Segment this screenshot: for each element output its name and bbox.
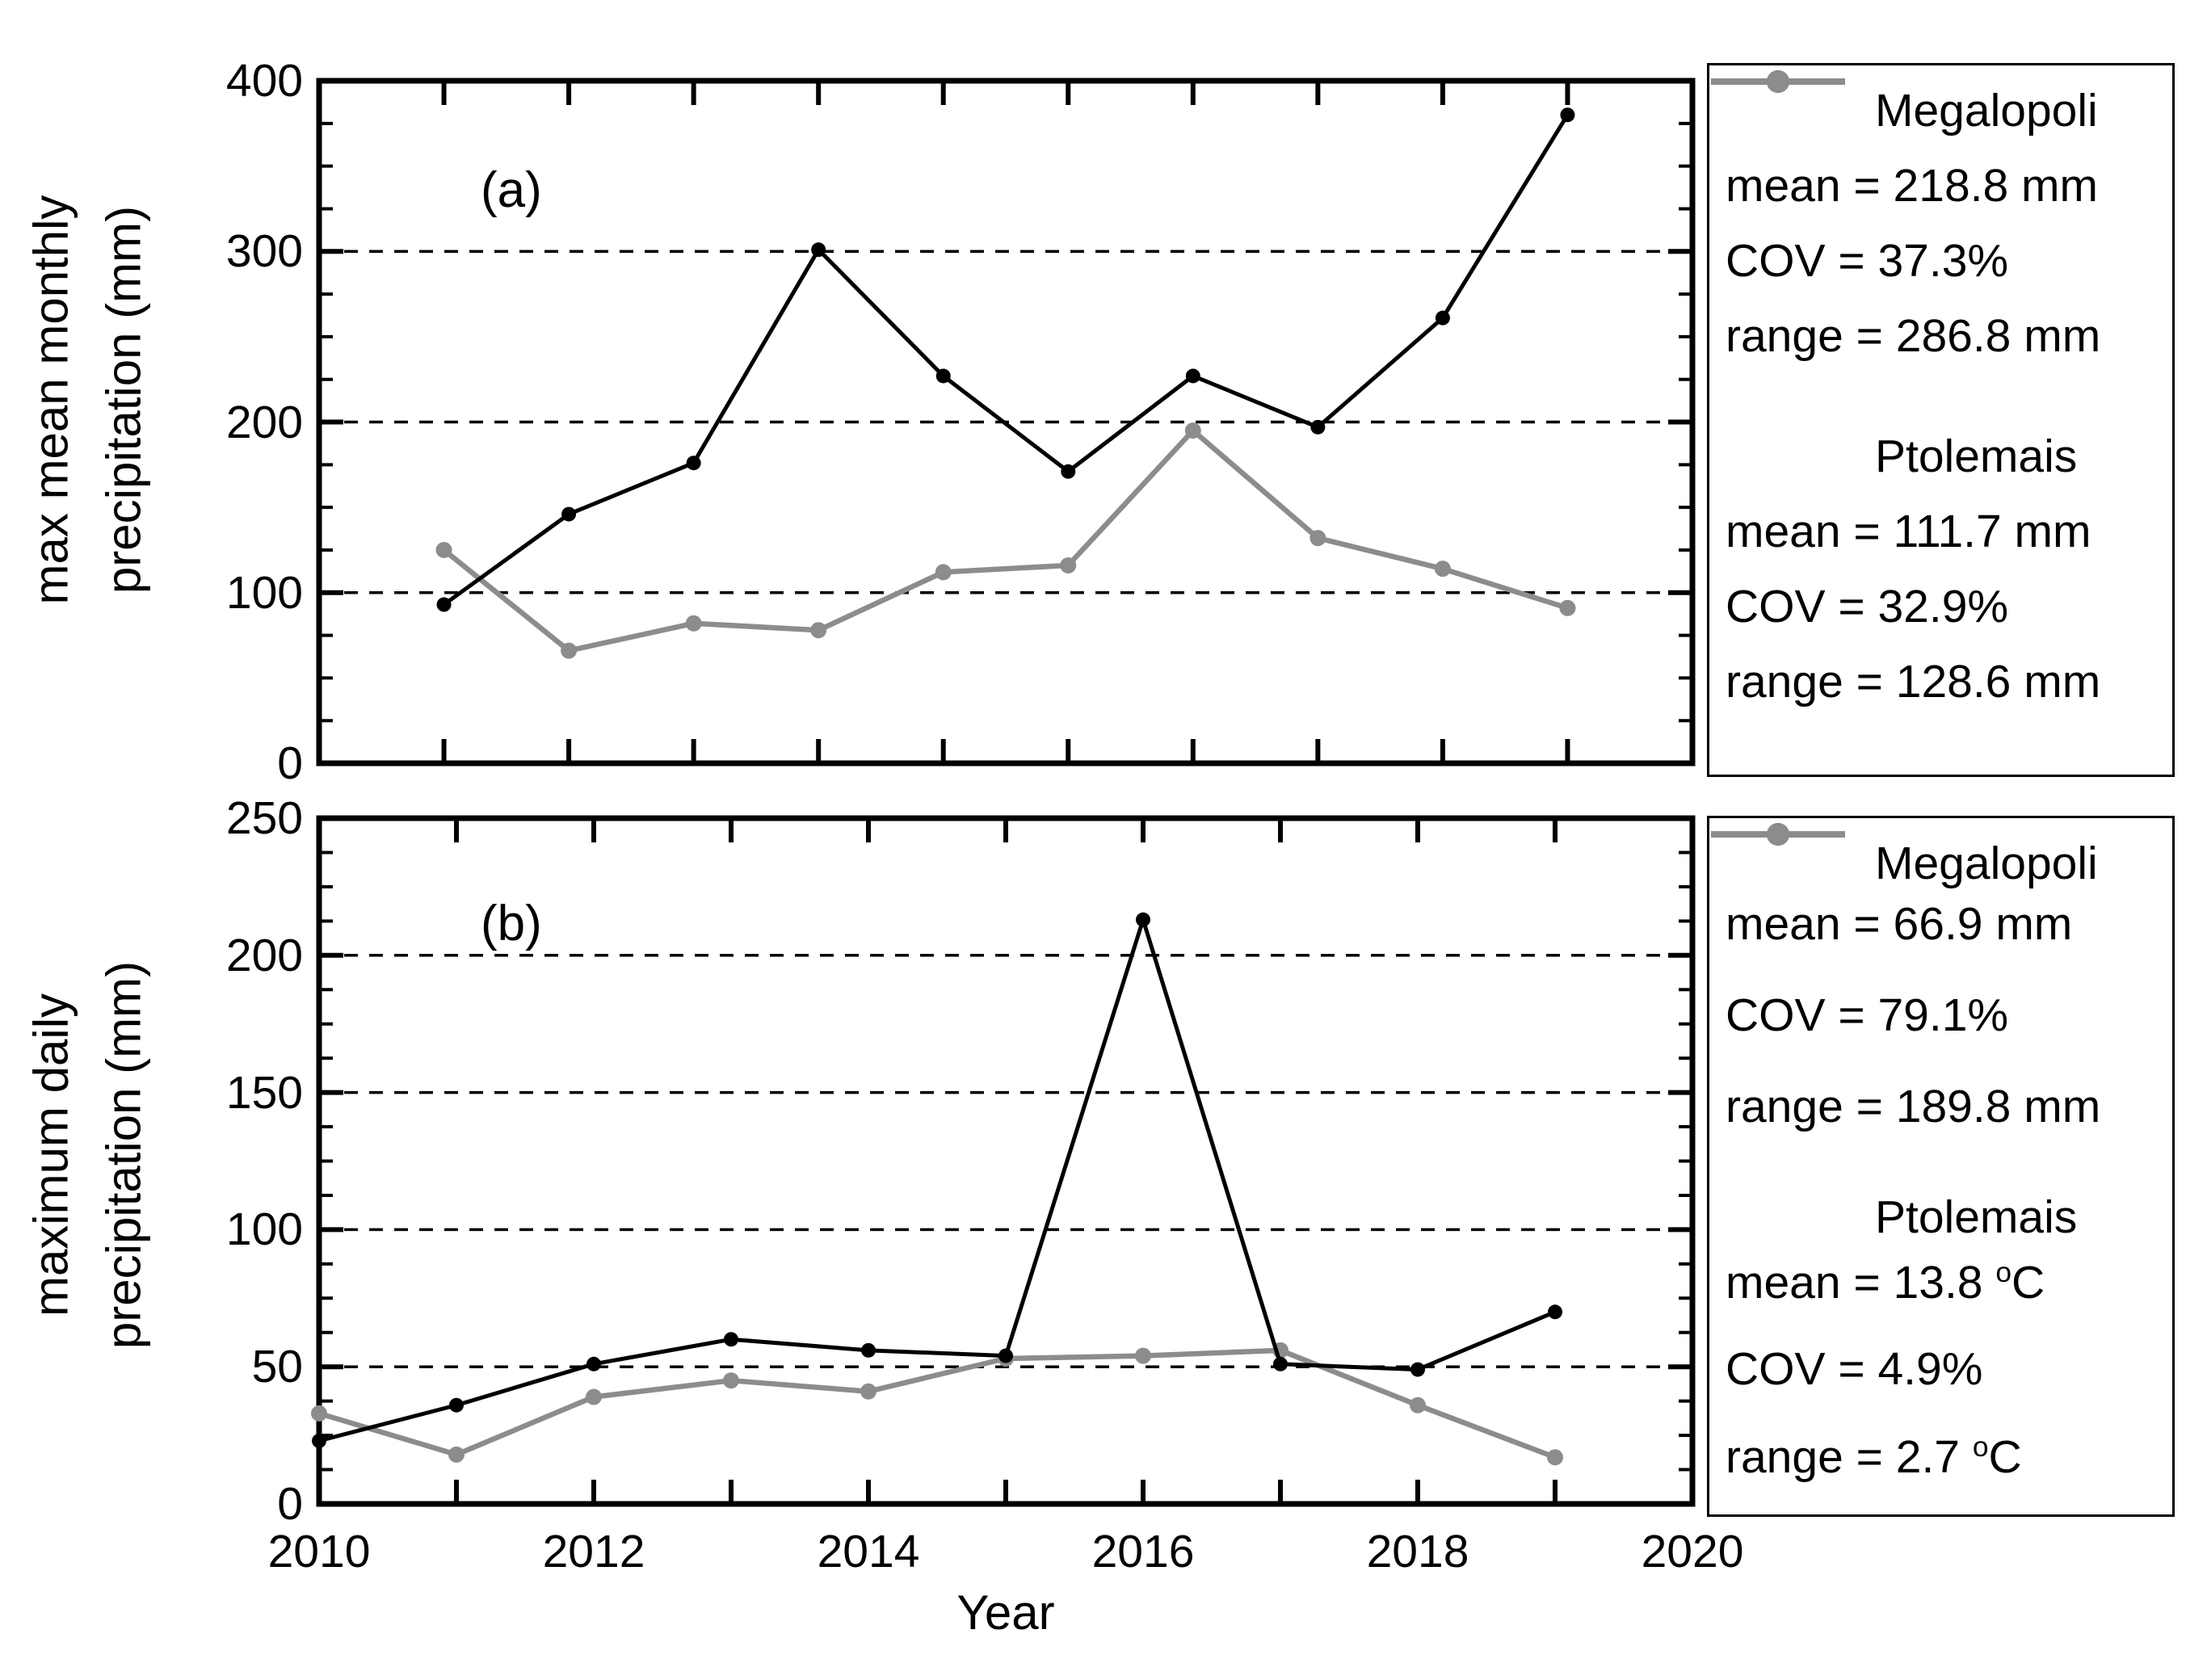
- data-point: [723, 1372, 739, 1389]
- line-marker-icon: [1711, 70, 1867, 128]
- data-point: [1184, 422, 1201, 439]
- data-point: [1135, 1347, 1151, 1364]
- panel-(a): [316, 78, 1696, 766]
- legend-panel-a: Megalopoli mean = 218.8 mm COV = 37.3% r…: [1707, 63, 2175, 777]
- data-point: [1136, 912, 1150, 927]
- x-tick-label: 2016: [1091, 1526, 1195, 1577]
- stat-range: range = 128.6 mm: [1726, 656, 2101, 708]
- x-tick-label: 2012: [542, 1526, 645, 1577]
- stat-cov: COV = 4.9%: [1726, 1343, 1983, 1395]
- panel-b-y-axis-title-line1: maximum daily: [23, 993, 78, 1317]
- data-point: [586, 1356, 601, 1371]
- stat-cov: COV = 79.1%: [1726, 989, 2009, 1041]
- stat-range: range = 286.8 mm: [1726, 310, 2101, 362]
- data-point: [561, 642, 578, 659]
- y-tick-label: 100: [225, 1203, 303, 1256]
- data-point: [1560, 107, 1575, 123]
- data-point: [1185, 368, 1200, 384]
- line-marker-icon: [1711, 70, 1867, 473]
- legend-entry-ptolemais: Ptolemais: [1711, 823, 2164, 1243]
- legend-entry-ptolemais: Ptolemais: [1711, 70, 2164, 482]
- series-name: Ptolemais: [1875, 430, 2078, 482]
- data-point: [935, 368, 951, 384]
- data-point: [312, 1433, 326, 1448]
- y-tick-label: 300: [225, 225, 303, 278]
- line-marker-icon: [1711, 823, 1867, 880]
- data-point: [1061, 464, 1076, 479]
- data-point: [436, 597, 452, 612]
- x-tick-label: 2014: [817, 1526, 920, 1577]
- series-name: Megalopoli: [1875, 85, 2098, 136]
- stat-cov: COV = 37.3%: [1726, 235, 2009, 287]
- panel-(b): [311, 815, 1696, 1507]
- series-name: Ptolemais: [1875, 1191, 2078, 1243]
- legend-panel-b: Megalopoli mean = 66.9 mm COV = 79.1% ra…: [1707, 816, 2175, 1517]
- data-point: [561, 506, 577, 522]
- panel-a-y-axis-title-line2: precipitation (mm): [96, 205, 151, 594]
- series-line-megalopoli: [318, 918, 1556, 1443]
- data-point: [1559, 599, 1576, 616]
- series-line-ptolemais: [442, 427, 1569, 653]
- data-point: [1548, 1304, 1562, 1320]
- data-point: [586, 1388, 602, 1405]
- data-point: [1060, 556, 1077, 573]
- y-tick-label: 50: [251, 1341, 303, 1393]
- y-tick-label: 100: [225, 566, 303, 619]
- y-tick-label: 0: [277, 1478, 303, 1530]
- y-tick-label: 400: [225, 55, 303, 107]
- data-point: [860, 1383, 877, 1400]
- data-point: [686, 456, 701, 471]
- line-marker-icon: [1711, 823, 1867, 1234]
- y-tick-label: 200: [225, 929, 303, 981]
- data-point: [1435, 310, 1450, 326]
- panel-b-label: (b): [481, 896, 542, 951]
- data-point: [1309, 530, 1326, 547]
- panel-a-y-axis-title-line1: max mean monthly: [23, 195, 78, 605]
- data-point: [1410, 1362, 1425, 1377]
- data-point: [435, 541, 452, 558]
- stat-range: range = 2.7 oC: [1726, 1431, 2022, 1483]
- data-point: [311, 1405, 327, 1422]
- panel-b-y-axis-title-line2: precipitation (mm): [96, 960, 151, 1350]
- data-point: [811, 242, 826, 258]
- y-tick-label: 0: [277, 737, 303, 789]
- data-point: [810, 622, 827, 639]
- x-axis-title: Year: [956, 1586, 1055, 1640]
- x-tick-label: 2010: [267, 1526, 371, 1577]
- y-tick-label: 200: [225, 396, 303, 448]
- stat-mean: mean = 111.7 mm: [1726, 506, 2091, 557]
- stat-mean: mean = 13.8 oC: [1726, 1257, 2045, 1308]
- data-point: [935, 564, 952, 581]
- stat-cov: COV = 32.9%: [1726, 581, 2009, 632]
- data-point: [1310, 419, 1326, 435]
- data-point: [861, 1342, 876, 1358]
- stat-mean: mean = 66.9 mm: [1726, 898, 2073, 950]
- data-point: [998, 1348, 1013, 1363]
- x-tick-label: 2020: [1641, 1526, 1744, 1577]
- data-point: [724, 1332, 738, 1347]
- stat-mean: mean = 218.8 mm: [1726, 160, 2098, 212]
- panel-a-label: (a): [481, 162, 542, 218]
- data-point: [1547, 1449, 1563, 1466]
- data-point: [1410, 1396, 1426, 1413]
- stat-range: range = 189.8 mm: [1726, 1081, 2101, 1132]
- y-tick-label: 250: [225, 792, 303, 844]
- series-line-megalopoli: [443, 113, 1570, 607]
- data-point: [448, 1446, 465, 1463]
- series-name: Megalopoli: [1875, 838, 2098, 889]
- data-point: [449, 1397, 464, 1413]
- data-point: [685, 615, 702, 632]
- data-point: [1273, 1356, 1288, 1371]
- series-line-ptolemais: [318, 1347, 1557, 1460]
- x-tick-label: 2018: [1366, 1526, 1469, 1577]
- y-tick-label: 150: [225, 1066, 303, 1119]
- data-point: [1434, 561, 1451, 578]
